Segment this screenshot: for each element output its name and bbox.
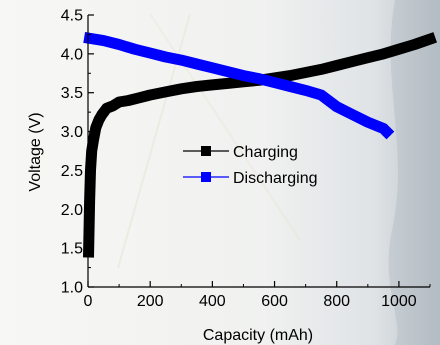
y-tick-label: 2.0	[61, 202, 83, 219]
data-point-charging	[102, 104, 111, 113]
data-point-charging	[94, 115, 103, 124]
data-point-discharging	[85, 34, 94, 43]
data-point-charging	[146, 91, 155, 99]
data-point-discharging	[177, 56, 186, 65]
data-point-discharging	[332, 102, 341, 111]
data-point-charging	[89, 135, 98, 144]
data-point-charging	[332, 61, 341, 70]
data-point-charging	[239, 77, 248, 86]
legend-label-charging: Charging	[233, 144, 298, 161]
data-point-charging	[379, 49, 388, 58]
axes-layer: 1.0 1.5 2.0 2.5 3.0 3.5 4.0 4.5 0 200 400 600 800 100…	[61, 8, 431, 310]
data-point-discharging	[161, 53, 170, 61]
x-tick-label: 800	[323, 293, 350, 310]
data-point-discharging	[301, 86, 310, 95]
data-point-charging	[410, 40, 419, 49]
data-point-discharging	[382, 127, 391, 136]
data-point-discharging	[286, 82, 295, 91]
y-axis-label: Voltage (V)	[27, 112, 44, 191]
data-point-discharging	[146, 49, 155, 58]
y-tick-label: 1.0	[61, 280, 83, 297]
y-tick-label: 1.5	[61, 241, 83, 258]
data-point-discharging	[208, 63, 217, 72]
y-tick-label: 3.0	[61, 124, 83, 141]
data-point-charging	[348, 57, 357, 66]
data-point-discharging	[99, 36, 108, 45]
data-point-discharging	[115, 40, 124, 49]
data-point-charging	[208, 80, 217, 89]
data-point-discharging	[317, 91, 326, 99]
y-tick-label: 4.0	[61, 46, 83, 63]
data-point-charging	[133, 94, 142, 103]
y-tick-label: 2.5	[61, 163, 83, 180]
series-layer	[82, 31, 438, 258]
data-point-charging	[115, 98, 124, 106]
data-point-discharging	[130, 45, 139, 54]
legend: Charging Discharging	[183, 144, 317, 187]
data-point-charging	[317, 65, 326, 74]
data-point-discharging	[239, 71, 248, 80]
data-point-charging	[394, 45, 403, 54]
data-point-charging	[85, 197, 94, 206]
data-point-charging	[223, 79, 232, 88]
legend-label-discharging: Discharging	[233, 170, 317, 187]
x-tick-label: 400	[199, 293, 226, 310]
x-tick-label: 1000	[381, 293, 417, 310]
data-point-discharging	[348, 110, 357, 119]
y-tick-label: 3.5	[61, 85, 83, 102]
x-tick-label: 0	[84, 293, 93, 310]
data-point-charging	[161, 87, 170, 96]
data-point-charging	[108, 101, 117, 110]
legend-marker-discharging	[201, 172, 211, 182]
data-point-charging	[124, 96, 133, 105]
data-point-charging	[192, 82, 201, 91]
data-point-discharging	[270, 78, 279, 87]
data-point-discharging	[192, 60, 201, 68]
data-point-charging	[177, 84, 186, 93]
data-point-charging	[363, 53, 372, 62]
legend-marker-charging	[201, 146, 211, 156]
data-point-charging	[98, 110, 106, 119]
data-point-discharging	[363, 118, 372, 127]
data-point-charging	[286, 71, 295, 80]
data-point-charging	[301, 68, 310, 77]
data-point-charging	[426, 35, 434, 44]
x-tick-label: 600	[261, 293, 288, 310]
x-axis-label: Capacity (mAh)	[203, 327, 313, 344]
data-point-charging	[91, 123, 100, 132]
x-tick-label: 200	[137, 293, 164, 310]
y-tick-label: 4.5	[61, 8, 83, 25]
data-point-discharging	[223, 67, 232, 76]
data-point-charging	[87, 147, 96, 155]
data-point-discharging	[255, 74, 263, 83]
